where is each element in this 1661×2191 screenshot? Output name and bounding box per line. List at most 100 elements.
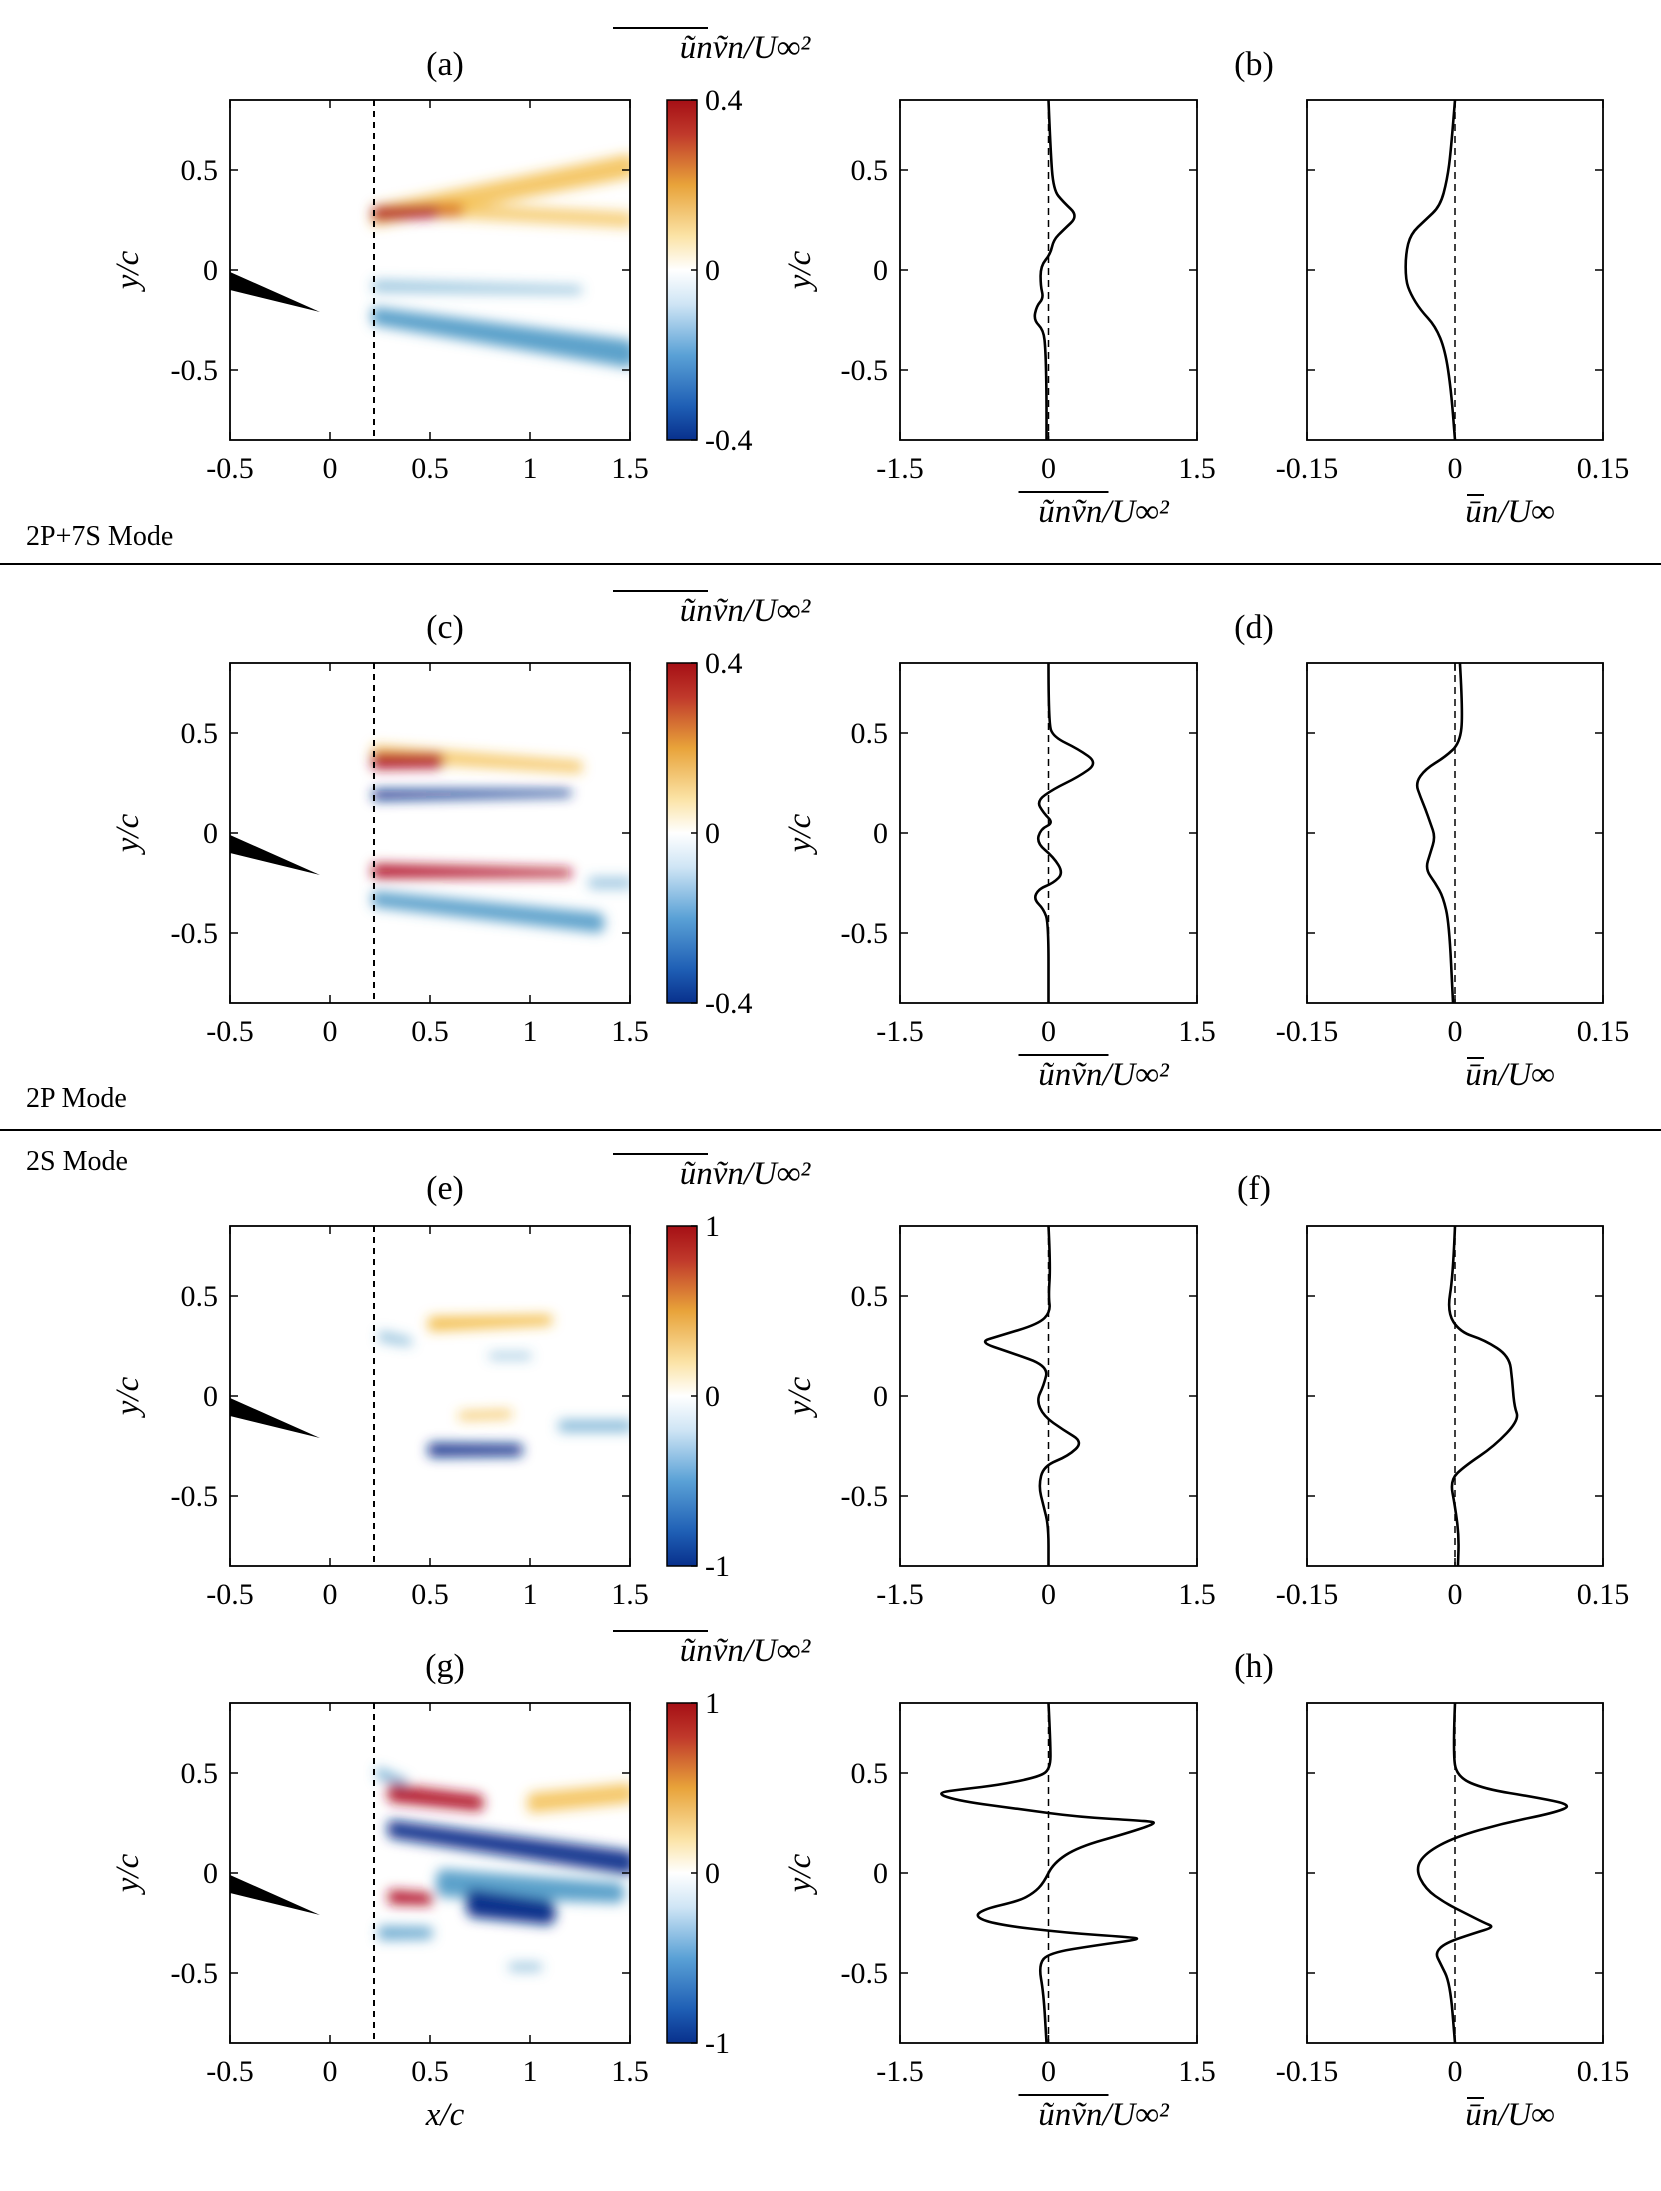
- colorbar-tick: -0.4: [705, 987, 753, 1020]
- colorbar-title: ũnṽn/U∞²: [680, 1633, 812, 1669]
- x-tick-label: -1.5: [876, 2055, 924, 2088]
- profile-line: [1404, 100, 1457, 440]
- profile-line: [1034, 663, 1095, 1003]
- y-tick-label: -0.5: [841, 354, 889, 387]
- contour-blob: [371, 891, 605, 933]
- x-tick-label: 0: [323, 1015, 338, 1048]
- x-tick-label: 0: [1448, 452, 1463, 485]
- x-tick-label: 1: [523, 2055, 538, 2088]
- contour-blob: [427, 1443, 523, 1457]
- x-axis-label: ūn/U∞: [1465, 1057, 1555, 1093]
- chart-4: 0.4 0 -0.4 -0.5 0 0.5 1 1.5 -0.5 0 0.5 y/c: [110, 647, 753, 1048]
- colorbar-title: ũnṽn/U∞²: [680, 1156, 812, 1192]
- profile-line: [1416, 1703, 1569, 2043]
- x-tick-label: -1.5: [876, 1015, 924, 1048]
- chart-2: -1.5 0 1.5 -0.5 0 0.5 y/c: [782, 99, 1216, 485]
- axes-frame: [229, 99, 631, 441]
- x-tick-label: 1.5: [611, 1578, 649, 1611]
- y-tick-label: 0: [873, 817, 888, 850]
- x-axis-label: ũnṽn/U∞²: [1018, 2094, 1170, 2133]
- contour-blob: [508, 1963, 542, 1971]
- colorbar-tick: -0.4: [705, 424, 753, 457]
- y-tick-label: 0.5: [181, 154, 219, 187]
- contour-blob: [437, 202, 630, 228]
- contour-blob: [387, 1784, 484, 1811]
- colorbar-tick: 1: [705, 1210, 720, 1243]
- chart-7: 1 0 -1 -0.5 0 0.5 1 1.5 -0.5 0 0.5 y/c: [110, 1210, 730, 1611]
- airfoil: [230, 835, 320, 875]
- chart-9: -0.15 0 0.15: [1276, 1225, 1630, 1611]
- x-tick-label: 1.5: [611, 2055, 649, 2088]
- x-tick-label: 0: [1041, 452, 1056, 485]
- x-tick-label: -1.5: [876, 1578, 924, 1611]
- x-tick-label: 0: [1448, 2055, 1463, 2088]
- x-tick-label: 0: [1448, 1015, 1463, 1048]
- y-tick-label: 0.5: [851, 717, 889, 750]
- profile-line: [1415, 663, 1464, 1003]
- contour-blob: [489, 1353, 532, 1359]
- x-tick-label: 0.15: [1577, 452, 1630, 485]
- contour-blob: [458, 1410, 512, 1420]
- contour-field: [378, 1315, 630, 1457]
- svg-text:ũnṽn/U∞²: ũnṽn/U∞²: [1038, 2097, 1170, 2133]
- y-tick-label: -0.5: [171, 1480, 219, 1513]
- x-tick-label: -0.5: [206, 2055, 254, 2088]
- contour-blob: [372, 790, 572, 800]
- y-tick-label: 0.5: [181, 1280, 219, 1313]
- colorbar-label-0: ũnṽn/U∞²: [613, 27, 811, 66]
- chart-11: -1.5 0 1.5 -0.5 0 0.5 y/c: [782, 1702, 1216, 2088]
- x-tick-label: -0.5: [206, 452, 254, 485]
- svg-text:ūn/U∞: ūn/U∞: [1465, 494, 1555, 530]
- mode-label-middle: 2P Mode: [26, 1083, 127, 1114]
- profile-line: [983, 1226, 1081, 1566]
- contour-blob: [371, 753, 444, 769]
- x-tick-label: 1.5: [1178, 1015, 1216, 1048]
- profile-line: [1447, 1226, 1519, 1566]
- x-tick-label: -0.5: [206, 1015, 254, 1048]
- panel-label-g: (g): [425, 1648, 465, 1685]
- contour-blob: [588, 877, 630, 889]
- x-tick-label: 1.5: [1178, 452, 1216, 485]
- y-tick-label: -0.5: [841, 917, 889, 950]
- x-tick-label: 0.15: [1577, 1015, 1630, 1048]
- y-tick-label: 0: [873, 1380, 888, 1413]
- contour-blob: [378, 1331, 412, 1346]
- x-tick-label: 0.15: [1577, 2055, 1630, 2088]
- profile-line: [940, 1703, 1155, 2043]
- mode-label-bottom: 2S Mode: [26, 1146, 128, 1177]
- x-tick-label: 0.15: [1577, 1578, 1630, 1611]
- x-tick-label: -0.15: [1276, 1578, 1339, 1611]
- y-tick-label: -0.5: [171, 1957, 219, 1990]
- chart-8: -1.5 0 1.5 -0.5 0 0.5 y/c: [782, 1225, 1216, 1611]
- svg-text:ũnṽn/U∞²: ũnṽn/U∞²: [1038, 494, 1170, 530]
- chart-12: -0.15 0 0.15: [1276, 1702, 1630, 2088]
- y-tick-label: -0.5: [841, 1957, 889, 1990]
- colorbar-tick: 0: [705, 817, 720, 850]
- y-axis-label: y/c: [782, 813, 818, 855]
- chart-5: -1.5 0 1.5 -0.5 0 0.5 y/c: [782, 662, 1216, 1048]
- axes-frame: [229, 1225, 631, 1567]
- panel-label-a: (a): [426, 46, 464, 83]
- x-tick-label: -0.5: [206, 1578, 254, 1611]
- axes-frame: [229, 1702, 631, 2044]
- chart-1: 0.4 0 -0.4 -0.5 0 0.5 1 1.5 -0.5 0 0.5 y/c: [110, 84, 753, 485]
- colorbar-tick: 0: [705, 254, 720, 287]
- x-axis-label: ūn/U∞: [1465, 494, 1555, 530]
- y-tick-label: 0.5: [181, 717, 219, 750]
- y-tick-label: -0.5: [841, 1480, 889, 1513]
- x-axis-label: ũnṽn/U∞²: [1018, 491, 1170, 530]
- y-tick-label: 0.5: [181, 1757, 219, 1790]
- x-tick-label: 0.5: [411, 1015, 449, 1048]
- x-tick-label: 1.5: [1178, 2055, 1216, 2088]
- colorbar-tick: -1: [705, 1550, 730, 1583]
- contour-blob: [371, 864, 572, 878]
- x-tick-label: -0.15: [1276, 452, 1339, 485]
- y-tick-label: 0: [873, 254, 888, 287]
- x-tick-label: 1.5: [611, 452, 649, 485]
- colorbar-tick: 0: [705, 1380, 720, 1413]
- contour-blob: [435, 1869, 625, 1903]
- contour-blob: [527, 1783, 630, 1813]
- y-tick-label: 0: [203, 1380, 218, 1413]
- y-axis-label: y/c: [782, 1376, 818, 1418]
- panel-label-h: (h): [1234, 1648, 1274, 1685]
